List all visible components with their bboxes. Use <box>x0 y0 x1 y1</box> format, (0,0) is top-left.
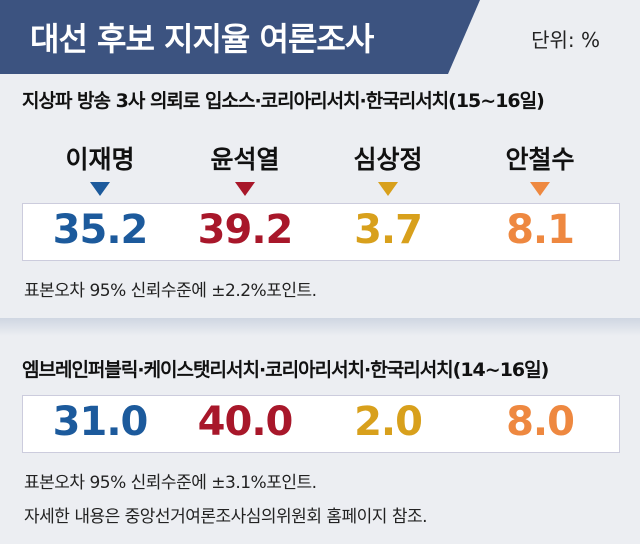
poll-note: 표본오차 95% 신뢰수준에 ±2.2%포인트. <box>24 281 317 301</box>
value: 31.0 <box>52 399 149 445</box>
value: 35.2 <box>52 207 149 253</box>
value-box <box>22 395 620 453</box>
candidate-name: 이재명 <box>65 145 135 174</box>
value: 2.0 <box>354 399 423 445</box>
candidate-name: 심상정 <box>353 145 423 174</box>
title-bar <box>0 0 480 74</box>
value: 40.0 <box>197 399 294 445</box>
title: 대선 후보 지지율 여론조사 <box>30 20 374 58</box>
marker <box>378 182 398 196</box>
poll-note: 표본오차 95% 신뢰수준에 ±3.1%포인트. <box>24 473 317 493</box>
separator <box>0 318 640 336</box>
marker <box>530 182 550 196</box>
poll-source: 엠브레인퍼블릭·케이스탯리서치·코리아리서치·한국리서치(14~16일) <box>22 359 549 381</box>
unit: 단위: % <box>531 28 600 52</box>
poll-source: 지상파 방송 3사 의뢰로 입소스·코리아리서치·한국리서치(15~16일) <box>22 90 545 112</box>
value: 8.1 <box>506 207 575 253</box>
value: 3.7 <box>354 207 423 253</box>
candidate-name: 안철수 <box>505 145 575 174</box>
candidate-name: 윤석열 <box>210 145 280 174</box>
marker <box>235 182 255 196</box>
marker <box>90 182 110 196</box>
value-box <box>22 203 620 261</box>
value: 39.2 <box>197 207 294 253</box>
value: 8.0 <box>506 399 575 445</box>
footer: 자세한 내용은 중앙선거여론조사심의위원회 홈페이지 참조. <box>24 507 428 527</box>
